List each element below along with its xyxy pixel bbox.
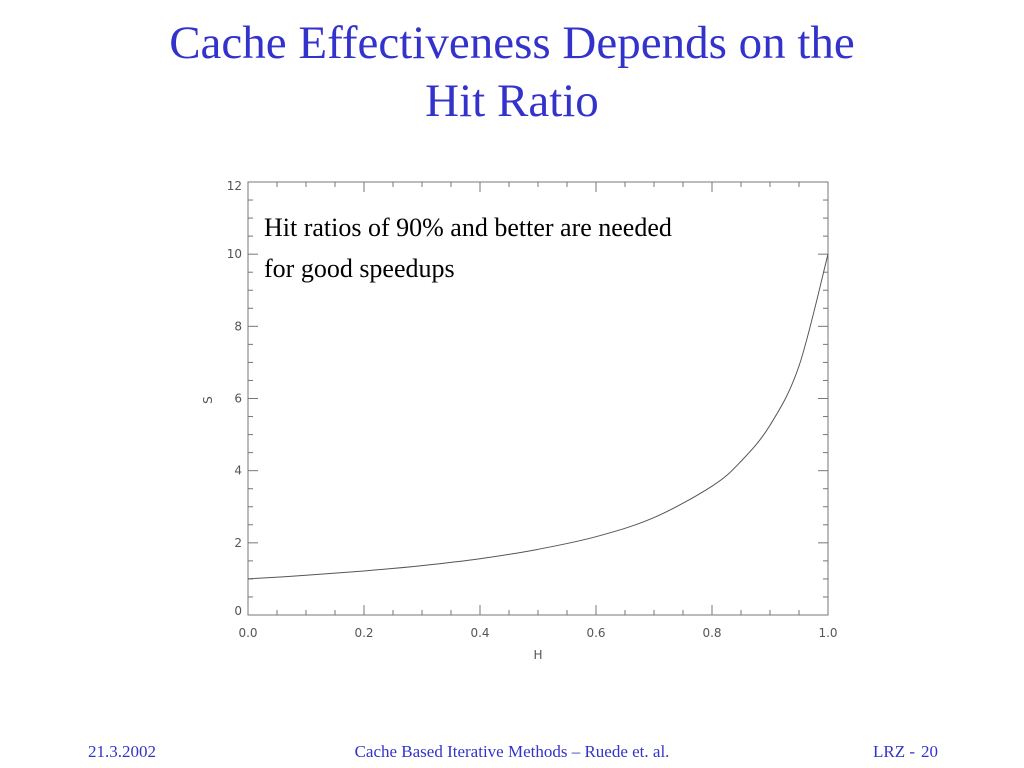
speedup-curve [247,254,829,580]
footer-page-info: LRZ - 20 [873,742,938,762]
y-axis-label: S [201,396,215,404]
y-major-ticks [248,181,828,616]
footer-title: Cache Based Iterative Methods – Ruede et… [354,742,670,761]
slide-title-line-1: Cache Effectiveness Depends on the [169,17,855,69]
x-tick-label: 1.0 [818,626,837,640]
x-tick-label: 0.4 [470,626,489,640]
y-minor-ticks [248,199,828,598]
y-tick-labels: 0 2 4 6 8 10 12 [227,179,242,618]
y-tick-label: 12 [227,179,242,193]
footer-page-number: 20 [921,742,938,761]
annotation-line-2: for good speedups [264,254,455,283]
x-tick-label: 0.2 [354,626,373,640]
footer-date: 21.3.2002 [88,742,156,761]
y-tick-label: 6 [234,392,242,406]
x-tick-label: 0.6 [586,626,605,640]
x-tick-label: 0.0 [238,626,257,640]
chart-annotation: Hit ratios of 90% and better are needed … [264,213,678,283]
annotation-line-1: Hit ratios of 90% and better are needed [264,213,672,242]
y-tick-label: 4 [234,464,242,478]
y-tick-label: 8 [234,319,242,333]
y-tick-label: 0 [234,604,242,618]
footer-org: LRZ - [872,742,915,761]
x-minor-ticks [276,182,800,615]
x-tick-labels: 0.0 0.2 0.4 0.6 0.8 1.0 [238,626,837,640]
y-tick-label: 10 [227,247,242,261]
x-major-ticks [247,182,829,615]
x-tick-label: 0.8 [702,626,721,640]
speedup-chart: 0.0 0.2 0.4 0.6 0.8 1.0 0 2 4 6 8 10 12 H S Hit rat… [201,179,838,662]
plot-frame [247,181,829,616]
y-tick-label: 2 [234,536,242,550]
slide-title-line-2: Hit Ratio [425,75,599,127]
x-axis-label: H [533,648,542,662]
slide-title: Cache Effectiveness Depends on the Hit R… [0,14,1024,130]
